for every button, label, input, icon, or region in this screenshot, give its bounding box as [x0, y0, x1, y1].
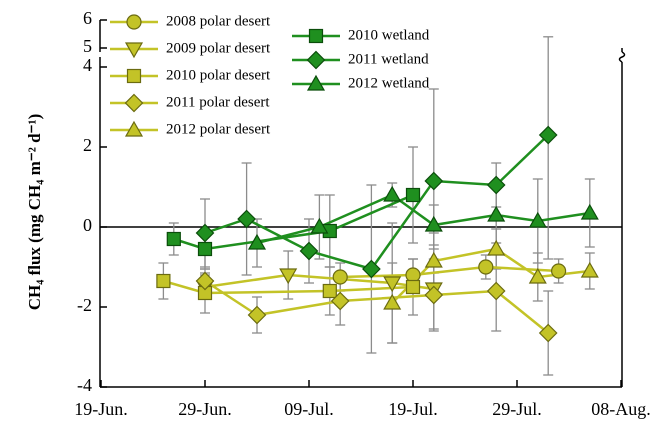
data-point — [299, 241, 319, 261]
data-point — [550, 263, 567, 279]
data-point — [310, 217, 329, 234]
y-axis-label: CH₄ flux (mg CH₄ m⁻² d⁻¹) — [25, 114, 44, 311]
legend-label: 2011 polar desert — [166, 94, 270, 110]
data-point — [424, 251, 443, 268]
x-tick-label: 29-Jul. — [492, 399, 542, 419]
data-point — [383, 276, 402, 293]
y-tick-label: 6 — [83, 8, 92, 28]
legend-label: 2010 wetland — [348, 27, 430, 43]
series-line — [204, 279, 549, 334]
data-point — [486, 281, 506, 301]
legend-label: 2012 polar desert — [166, 121, 271, 137]
y-tick-label: 5 — [83, 36, 92, 56]
data-point — [247, 305, 267, 325]
x-tick-label: 29-Jun. — [178, 399, 232, 419]
legend-label: 2012 wetland — [348, 75, 430, 91]
legend-label: 2010 polar desert — [166, 67, 271, 83]
data-point — [330, 291, 350, 311]
data-point — [362, 259, 381, 279]
legend-label: 2008 polar desert — [166, 13, 271, 29]
legend-marker — [306, 50, 326, 70]
data-point — [487, 239, 506, 256]
data-point — [197, 241, 213, 257]
data-point — [538, 125, 558, 145]
y-tick-label: 2 — [83, 135, 92, 155]
data-point — [247, 233, 267, 250]
data-point — [166, 231, 181, 247]
data-point — [322, 283, 337, 299]
data-point — [424, 215, 443, 232]
data-point — [332, 269, 348, 285]
data-point — [424, 285, 444, 305]
series-line — [340, 265, 559, 279]
data-point — [528, 267, 547, 284]
legend-marker — [124, 93, 144, 113]
y-tick-label: -4 — [77, 375, 92, 395]
x-tick-label: 19-Jul. — [388, 399, 438, 419]
legend-marker — [126, 68, 142, 84]
data-point — [405, 187, 421, 203]
legend-marker — [126, 14, 142, 30]
legend-label: 2011 wetland — [348, 51, 429, 67]
legend-marker — [308, 28, 324, 44]
data-point — [405, 279, 421, 295]
data-point — [383, 293, 402, 310]
y-tick-label: -2 — [77, 295, 92, 315]
data-point — [580, 203, 599, 220]
data-point — [538, 323, 558, 343]
data-point — [487, 205, 506, 222]
data-point — [580, 261, 599, 278]
axis-break — [618, 51, 626, 63]
series-line — [173, 193, 414, 251]
x-tick-label: 09-Jul. — [284, 399, 334, 419]
data-point — [486, 175, 506, 195]
data-point — [156, 273, 171, 289]
data-point — [478, 259, 494, 275]
data-point — [195, 223, 215, 243]
legend-marker — [124, 120, 144, 137]
y-tick-label: 0 — [83, 215, 92, 235]
legend-marker — [124, 42, 144, 59]
data-point — [528, 211, 547, 228]
data-point — [237, 209, 256, 229]
x-tick-label: 08-Aug. — [591, 399, 651, 419]
data-point — [279, 268, 298, 285]
data-point — [424, 171, 444, 191]
legend-marker — [306, 74, 326, 91]
data-point — [405, 267, 421, 283]
series-line — [163, 279, 414, 295]
data-point — [195, 271, 215, 291]
data-point — [383, 185, 402, 202]
y-tick-label: 4 — [83, 55, 92, 75]
x-tick-label: 19-Jun. — [74, 399, 128, 419]
legend-label: 2009 polar desert — [166, 40, 271, 56]
